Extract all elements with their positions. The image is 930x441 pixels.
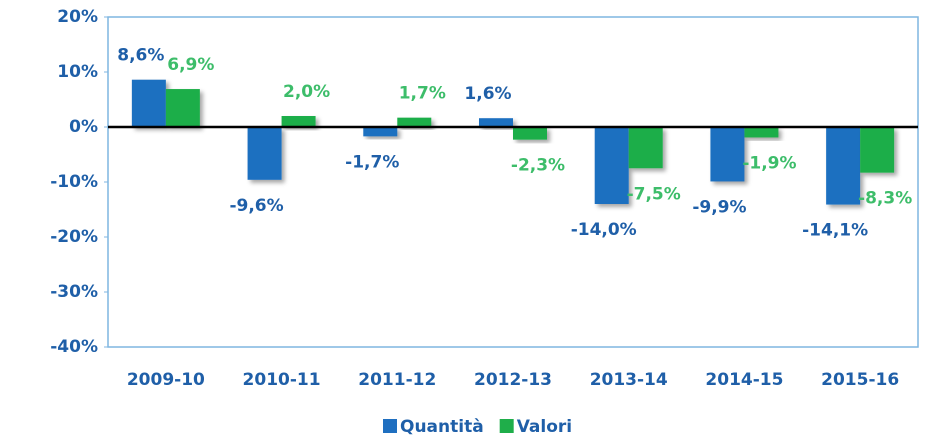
bar [594, 127, 629, 204]
data-label: -9,9% [692, 197, 746, 217]
bar [628, 127, 663, 169]
x-tick-label: 2009-10 [127, 370, 205, 390]
bar [860, 127, 895, 173]
y-tick-label: -10% [50, 172, 98, 192]
legend-label: Quantità [400, 417, 484, 437]
bar [513, 127, 547, 140]
bar [397, 117, 432, 127]
bar [826, 127, 861, 205]
x-tick-label: 2010-11 [243, 370, 321, 390]
y-tick-label: 0% [69, 117, 98, 137]
x-tick-label: 2012-13 [474, 370, 552, 390]
data-label: -14,0% [571, 220, 637, 240]
bar [131, 79, 166, 127]
data-label: -9,6% [229, 196, 283, 216]
data-label: 8,6% [117, 46, 164, 66]
data-label: -7,5% [627, 184, 681, 204]
data-label: -14,1% [802, 221, 868, 241]
data-label: 6,9% [167, 55, 214, 75]
y-tick-label: 20% [57, 7, 98, 27]
data-label: 2,0% [283, 82, 330, 102]
bar [744, 127, 779, 138]
bar [165, 89, 200, 127]
data-label: 1,7% [399, 84, 446, 104]
bar [247, 127, 282, 180]
legend-swatch [383, 419, 397, 433]
y-tick-label: -20% [50, 227, 98, 247]
y-tick-label: -30% [50, 282, 98, 302]
legend-label: Valori [517, 417, 572, 437]
y-tick-label: -40% [50, 337, 98, 357]
bar [479, 118, 513, 127]
y-tick-label: 10% [57, 62, 98, 82]
data-label: -2,3% [511, 156, 565, 176]
bar [363, 127, 398, 137]
data-label: -8,3% [858, 189, 912, 209]
data-label: -1,7% [345, 152, 399, 172]
data-label: 1,6% [464, 84, 511, 104]
legend-swatch [499, 419, 514, 433]
bar [281, 116, 316, 127]
x-tick-label: 2015-16 [821, 370, 899, 390]
plot-border [107, 16, 919, 348]
x-tick-label: 2011-12 [358, 370, 436, 390]
x-tick-label: 2014-15 [705, 370, 783, 390]
bar [710, 127, 745, 182]
x-tick-label: 2013-14 [590, 370, 668, 390]
data-label: -1,9% [742, 153, 796, 173]
